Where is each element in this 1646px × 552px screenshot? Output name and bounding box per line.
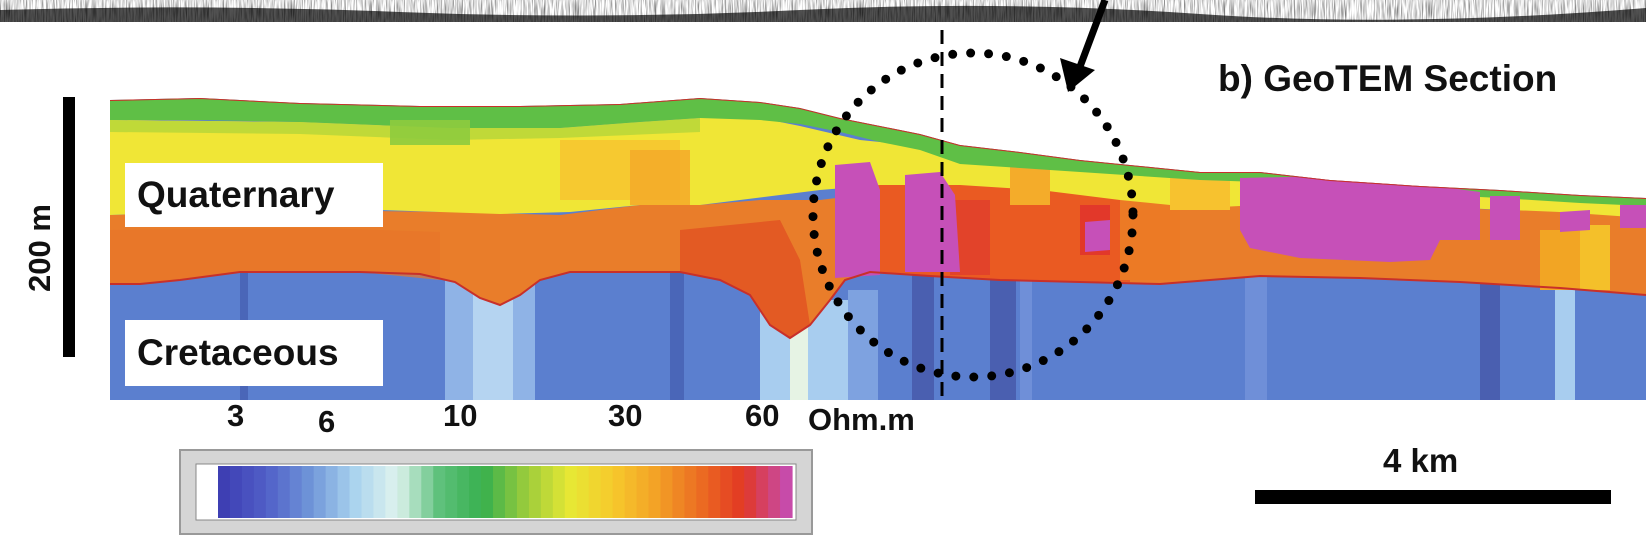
- colorbar-swatch: [684, 466, 697, 518]
- colorbar-swatches: [218, 466, 793, 518]
- colorbar-swatch: [337, 466, 351, 518]
- colorbar-swatch: [373, 466, 387, 518]
- vertical-scale-bar: [63, 97, 75, 357]
- colorbar-swatch: [744, 466, 757, 518]
- colorbar-swatch: [241, 466, 255, 518]
- colorbar-swatch: [433, 466, 446, 518]
- colorbar-swatch: [648, 466, 662, 518]
- colorbar-swatch: [600, 466, 614, 518]
- horizontal-scale-label: 4 km: [1383, 442, 1459, 479]
- colorbar-tick: 60: [745, 398, 780, 433]
- colorbar-swatch: [660, 466, 674, 518]
- colorbar-swatch: [397, 466, 410, 518]
- colorbar-swatch: [768, 466, 781, 518]
- colorbar-swatch: [301, 466, 315, 518]
- colorbar: [179, 449, 813, 535]
- colorbar-swatch: [540, 466, 554, 518]
- colorbar-swatch: [708, 466, 721, 518]
- unit-label-upper: Quaternary: [125, 163, 383, 227]
- vertical-scale-label: 200 m: [22, 204, 57, 292]
- horizontal-scale-bar: [1255, 490, 1611, 504]
- unit-label-lower: Cretaceous: [125, 320, 383, 386]
- colorbar-swatch: [313, 466, 327, 518]
- colorbar-swatch: [229, 466, 243, 518]
- anomaly-dotted-circle: [808, 48, 1138, 382]
- colorbar-tick: 30: [608, 398, 643, 433]
- colorbar-unit: Ohm.m: [808, 402, 915, 437]
- colorbar-swatch: [385, 466, 398, 518]
- colorbar-tick: 6: [318, 404, 336, 439]
- colorbar-swatch: [528, 466, 542, 518]
- colorbar-swatch: [636, 466, 650, 518]
- colorbar-swatch: [552, 466, 566, 518]
- section-title: b) GeoTEM Section: [1218, 58, 1558, 99]
- colorbar-swatch: [445, 466, 458, 518]
- colorbar-swatch: [732, 466, 745, 518]
- colorbar-swatch: [576, 466, 590, 518]
- colorbar-swatch: [756, 466, 769, 518]
- colorbar-tick: 3: [227, 398, 245, 433]
- colorbar-swatch: [588, 466, 602, 518]
- colorbar-swatch: [516, 466, 530, 518]
- colorbar-swatch: [421, 466, 434, 518]
- colorbar-swatch: [612, 466, 626, 518]
- colorbar-swatch: [457, 466, 470, 518]
- colorbar-swatch: [481, 466, 494, 518]
- colorbar-swatch: [493, 466, 506, 518]
- colorbar-swatch: [672, 466, 685, 518]
- colorbar-swatch: [564, 466, 578, 518]
- colorbar-swatch: [325, 466, 339, 518]
- colorbar-swatch: [277, 466, 291, 518]
- colorbar-swatch: [265, 466, 279, 518]
- colorbar-swatch: [253, 466, 267, 518]
- colorbar-swatch: [469, 466, 482, 518]
- colorbar-swatch: [218, 466, 231, 518]
- colorbar-swatch: [780, 466, 793, 518]
- colorbar-swatch: [720, 466, 733, 518]
- colorbar-swatch: [289, 466, 303, 518]
- colorbar-tick: 10: [443, 398, 478, 433]
- colorbar-swatch: [361, 466, 375, 518]
- colorbar-swatch: [409, 466, 422, 518]
- pointer-arrow: [1060, 0, 1109, 92]
- colorbar-swatch: [349, 466, 363, 518]
- colorbar-swatch: [505, 466, 518, 518]
- colorbar-swatch: [696, 466, 709, 518]
- colorbar-swatch: [624, 466, 638, 518]
- top-seismic-strip: [0, 0, 1646, 22]
